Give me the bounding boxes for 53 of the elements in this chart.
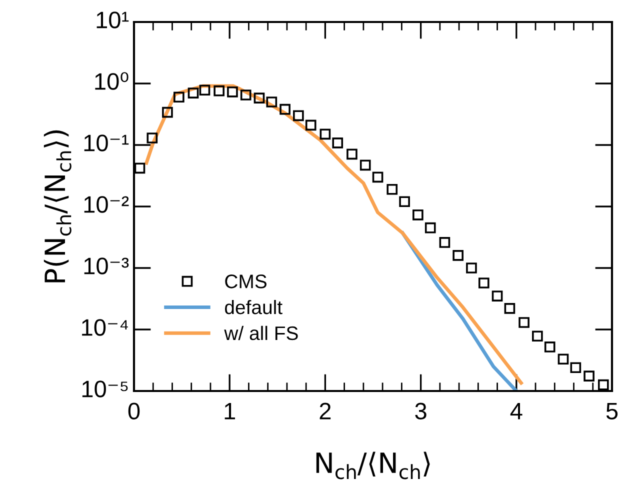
point bbox=[174, 92, 184, 103]
point bbox=[478, 278, 490, 288]
y-tick-label: 10¹ bbox=[96, 12, 129, 28]
point bbox=[584, 370, 594, 382]
y-tick-label: 10⁻⁵ bbox=[82, 380, 128, 398]
point bbox=[492, 290, 503, 302]
point bbox=[305, 120, 316, 131]
legend-label: w/ all FS bbox=[224, 326, 298, 340]
point bbox=[293, 110, 304, 122]
point bbox=[504, 303, 516, 314]
point bbox=[439, 237, 450, 248]
point bbox=[188, 88, 199, 98]
y-tick-label: 10⁻² bbox=[84, 196, 129, 213]
point bbox=[346, 148, 358, 160]
point bbox=[280, 104, 290, 115]
point bbox=[214, 85, 224, 96]
legend-label: CMS bbox=[225, 274, 266, 288]
point bbox=[558, 354, 569, 365]
point bbox=[266, 96, 278, 108]
point bbox=[227, 86, 238, 98]
point bbox=[412, 209, 424, 220]
point bbox=[424, 222, 436, 234]
point bbox=[372, 172, 384, 183]
point bbox=[544, 342, 556, 352]
point bbox=[570, 362, 582, 374]
y-axis-title: P(Nch/⟨Nch⟩) bbox=[44, 130, 72, 282]
point bbox=[320, 128, 331, 140]
point bbox=[452, 250, 464, 261]
point bbox=[598, 379, 609, 390]
x-tick-label: 3 bbox=[415, 402, 426, 420]
point bbox=[532, 330, 543, 342]
point bbox=[386, 184, 398, 195]
point bbox=[240, 90, 252, 100]
point bbox=[134, 162, 146, 174]
legend-label: default bbox=[224, 300, 282, 314]
x-tick-label: 4 bbox=[510, 402, 522, 420]
point bbox=[360, 160, 371, 171]
x-tick-label: 5 bbox=[606, 402, 618, 420]
point bbox=[518, 317, 530, 328]
point bbox=[399, 196, 410, 208]
y-tick-label: 10⁻⁴ bbox=[82, 319, 128, 336]
point bbox=[332, 138, 344, 148]
point bbox=[466, 262, 477, 274]
x-tick-label: 2 bbox=[320, 402, 331, 420]
point bbox=[254, 92, 265, 104]
y-tick-label: 10⁰ bbox=[95, 72, 128, 90]
point bbox=[146, 132, 158, 144]
y-tick-label: 10⁻¹ bbox=[84, 134, 129, 152]
y-tick-label: 10⁻³ bbox=[84, 258, 129, 274]
point bbox=[162, 106, 173, 118]
x-tick-label: 0 bbox=[128, 402, 140, 420]
point bbox=[199, 84, 210, 96]
x-tick-label: 1 bbox=[224, 402, 236, 420]
